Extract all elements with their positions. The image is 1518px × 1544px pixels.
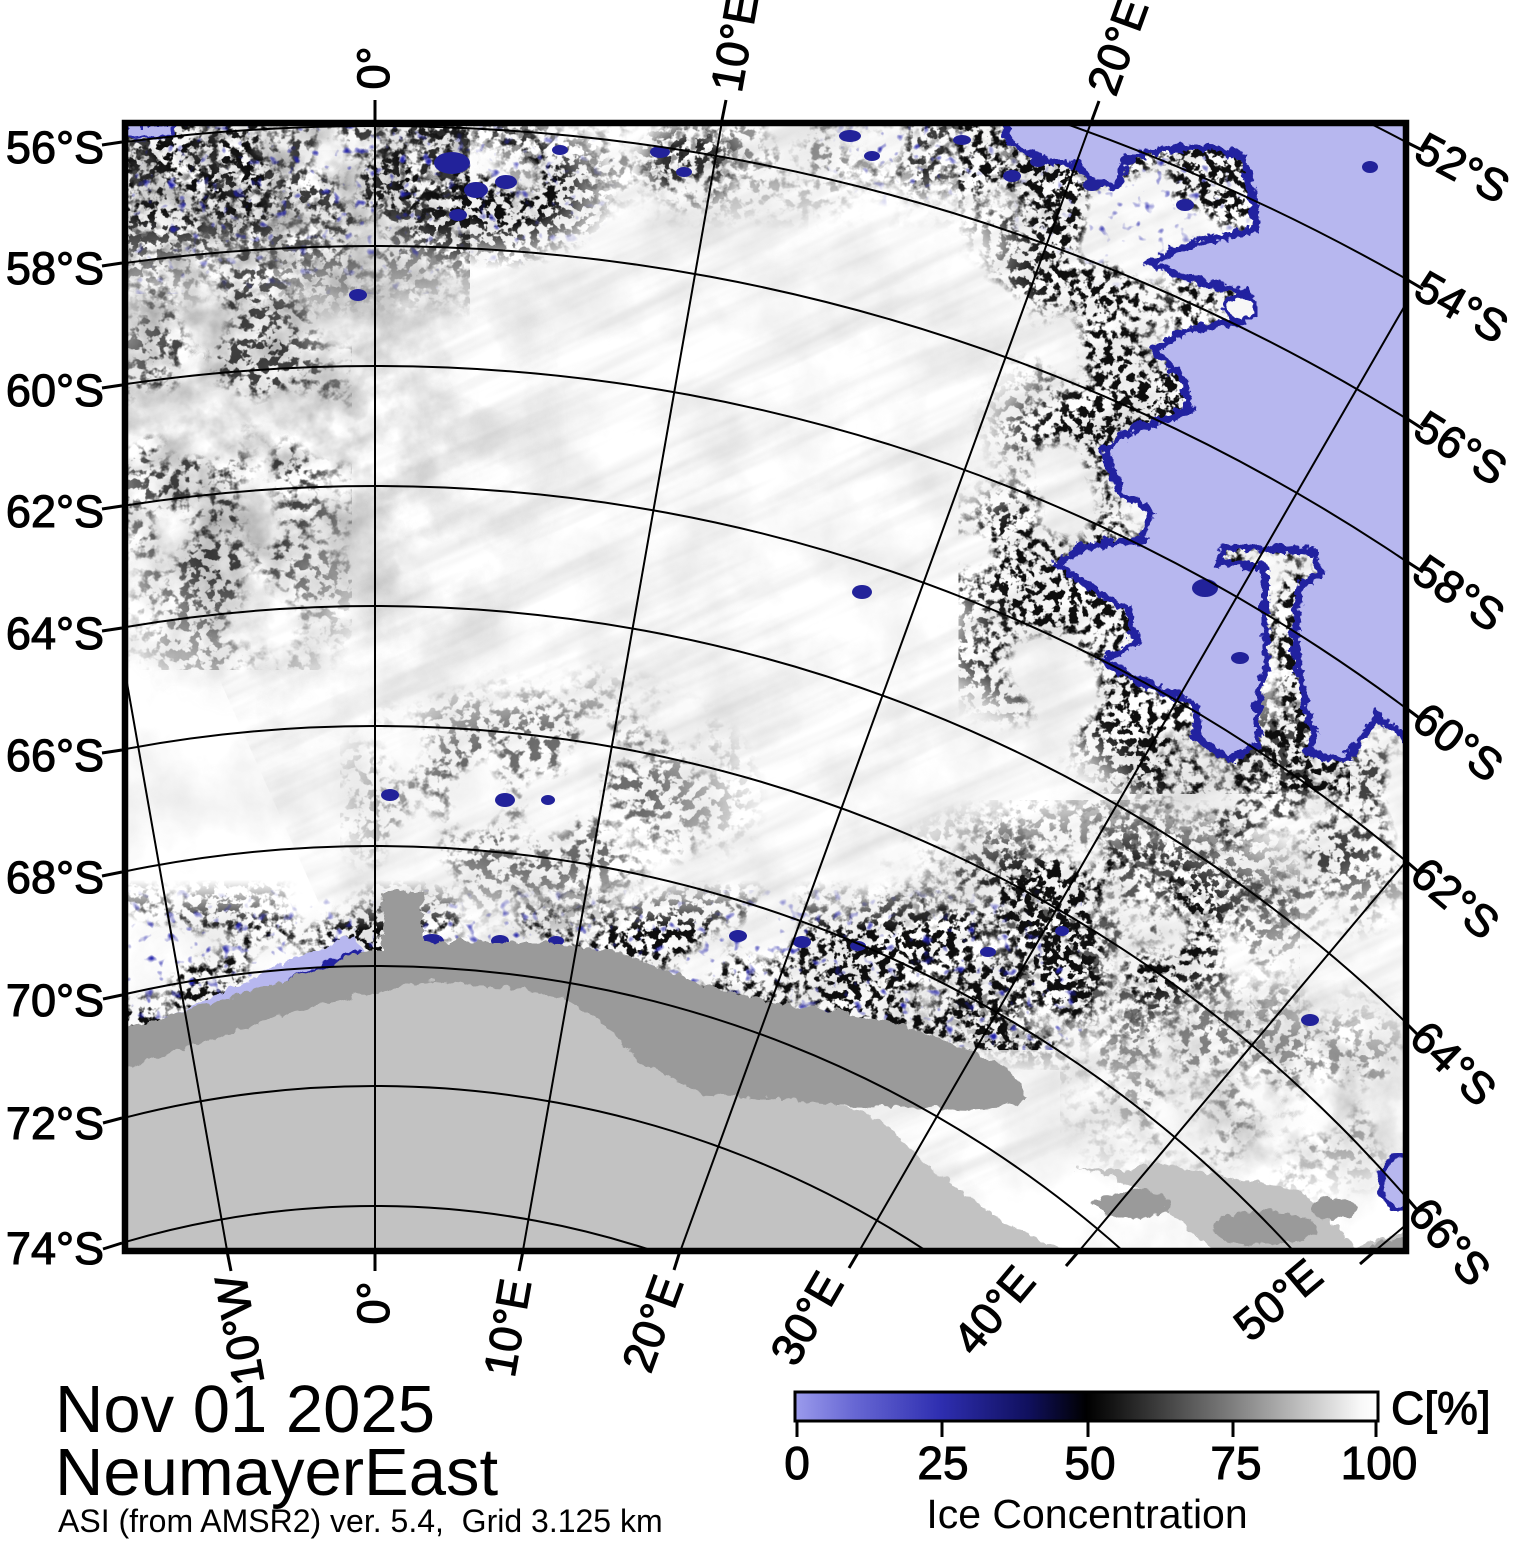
- svg-text:56°S: 56°S: [1406, 401, 1516, 496]
- svg-text:62°S: 62°S: [1401, 847, 1509, 949]
- svg-text:60°S: 60°S: [6, 365, 104, 416]
- svg-text:Ice Concentration: Ice Concentration: [926, 1491, 1247, 1537]
- svg-text:25: 25: [917, 1437, 968, 1489]
- svg-text:52°S: 52°S: [1407, 122, 1518, 213]
- svg-text:58°S: 58°S: [6, 243, 104, 294]
- svg-text:C[%]: C[%]: [1391, 1382, 1491, 1434]
- svg-text:72°S: 72°S: [6, 1098, 104, 1149]
- svg-text:30°E: 30°E: [760, 1263, 853, 1373]
- svg-text:70°S: 70°S: [6, 975, 104, 1026]
- svg-text:56°S: 56°S: [6, 122, 104, 173]
- svg-text:20°E: 20°E: [1077, 0, 1158, 101]
- svg-text:100: 100: [1341, 1437, 1418, 1489]
- svg-text:NeumayerEast: NeumayerEast: [55, 1435, 499, 1510]
- svg-text:66°S: 66°S: [6, 730, 104, 781]
- svg-text:ASI (from AMSR2) ver. 5.4, Gr: ASI (from AMSR2) ver. 5.4, Grid 3.125 km: [58, 1503, 663, 1539]
- svg-text:62°S: 62°S: [6, 486, 104, 537]
- svg-text:74°S: 74°S: [6, 1223, 104, 1274]
- svg-text:64°S: 64°S: [6, 608, 104, 659]
- svg-text:60°S: 60°S: [1404, 692, 1513, 792]
- svg-text:64°S: 64°S: [1400, 1011, 1506, 1116]
- svg-text:20°E: 20°E: [612, 1269, 693, 1379]
- svg-text:10°E: 10°E: [701, 0, 768, 95]
- svg-text:0°: 0°: [348, 46, 399, 89]
- svg-text:0: 0: [784, 1437, 810, 1489]
- svg-text:50°E: 50°E: [1224, 1249, 1332, 1351]
- svg-text:0°: 0°: [348, 1281, 399, 1324]
- svg-text:50: 50: [1064, 1437, 1115, 1489]
- svg-text:54°S: 54°S: [1407, 261, 1517, 354]
- svg-text:75: 75: [1210, 1437, 1261, 1489]
- svg-text:58°S: 58°S: [1404, 545, 1514, 642]
- svg-text:10°E: 10°E: [474, 1275, 541, 1380]
- svg-text:40°E: 40°E: [943, 1256, 1045, 1364]
- svg-text:68°S: 68°S: [6, 852, 104, 903]
- svg-text:Nov 01 2025: Nov 01 2025: [55, 1372, 435, 1447]
